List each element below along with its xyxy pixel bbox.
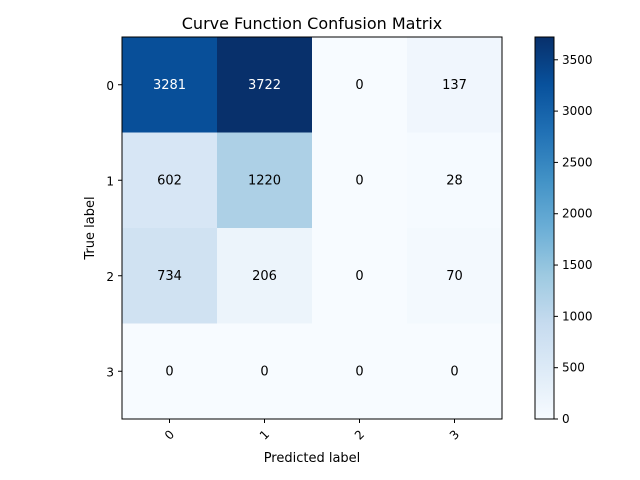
chart-title: Curve Function Confusion Matrix <box>182 14 442 33</box>
colorbar-tick-label: 1500 <box>562 258 593 272</box>
y-tick-label: 3 <box>106 365 114 379</box>
colorbar-tick-label: 3500 <box>562 53 593 67</box>
heatmap-cell <box>407 132 503 229</box>
heatmap-cell <box>312 228 408 324</box>
colorbar-tick-label: 1000 <box>562 309 593 323</box>
heatmap-cell <box>122 37 218 133</box>
colorbar-tick-label: 2500 <box>562 155 593 169</box>
heatmap-cell-labels: 3281 3722 0 137 602 1220 0 28 734 206 0 70 0 0 0 0 <box>153 78 467 380</box>
y-tick-label: 0 <box>106 79 114 93</box>
colorbar-tick-label: 500 <box>562 361 585 375</box>
colorbar-tick-label: 3000 <box>562 104 593 118</box>
y-tick-label: 2 <box>106 270 114 284</box>
colorbar-tick-label: 0 <box>562 412 570 426</box>
heatmap-cell <box>407 323 503 420</box>
heatmap-cell <box>407 228 503 324</box>
heatmap-cell <box>312 323 408 420</box>
cell-value-label: 0 <box>450 364 458 379</box>
heatmap-cell <box>217 132 313 229</box>
colorbar <box>534 36 555 420</box>
y-axis-label: True label <box>83 196 98 260</box>
cell-value-label: 602 <box>157 173 182 188</box>
heatmap-cell <box>122 132 218 229</box>
heatmap-cell <box>217 228 313 324</box>
cell-value-label: 0 <box>355 78 363 93</box>
cell-value-label: 206 <box>252 269 277 284</box>
y-tick-label: 1 <box>106 174 114 188</box>
heatmap-cell <box>312 132 408 229</box>
colorbar-ticks: 0 500 1000 1500 2000 2500 3000 3500 <box>554 53 593 426</box>
heatmap-cell <box>217 37 313 133</box>
cell-value-label: 70 <box>446 269 463 284</box>
heatmap-cell <box>407 37 503 133</box>
cell-value-label: 28 <box>446 173 463 188</box>
cell-value-label: 137 <box>442 78 467 93</box>
cell-value-label: 0 <box>355 173 363 188</box>
cell-value-label: 1220 <box>248 173 281 188</box>
heatmap-cell <box>122 323 218 420</box>
cell-value-label: 0 <box>355 269 363 284</box>
cell-value-label: 734 <box>157 269 182 284</box>
heatmap-cell <box>217 323 313 420</box>
cell-value-label: 3722 <box>248 78 281 93</box>
y-axis-ticks: 0 1 2 3 <box>106 79 122 379</box>
heatmap-cells <box>122 37 503 420</box>
cell-value-label: 3281 <box>153 78 186 93</box>
cell-value-label: 0 <box>260 364 268 379</box>
heatmap-cell <box>122 228 218 324</box>
cell-value-label: 0 <box>355 364 363 379</box>
cell-value-label: 0 <box>165 364 173 379</box>
plot-frame <box>121 36 503 420</box>
heatmap-cell <box>312 37 408 133</box>
colorbar-tick-label: 2000 <box>562 207 593 221</box>
x-axis-label: Predicted label <box>264 451 361 466</box>
